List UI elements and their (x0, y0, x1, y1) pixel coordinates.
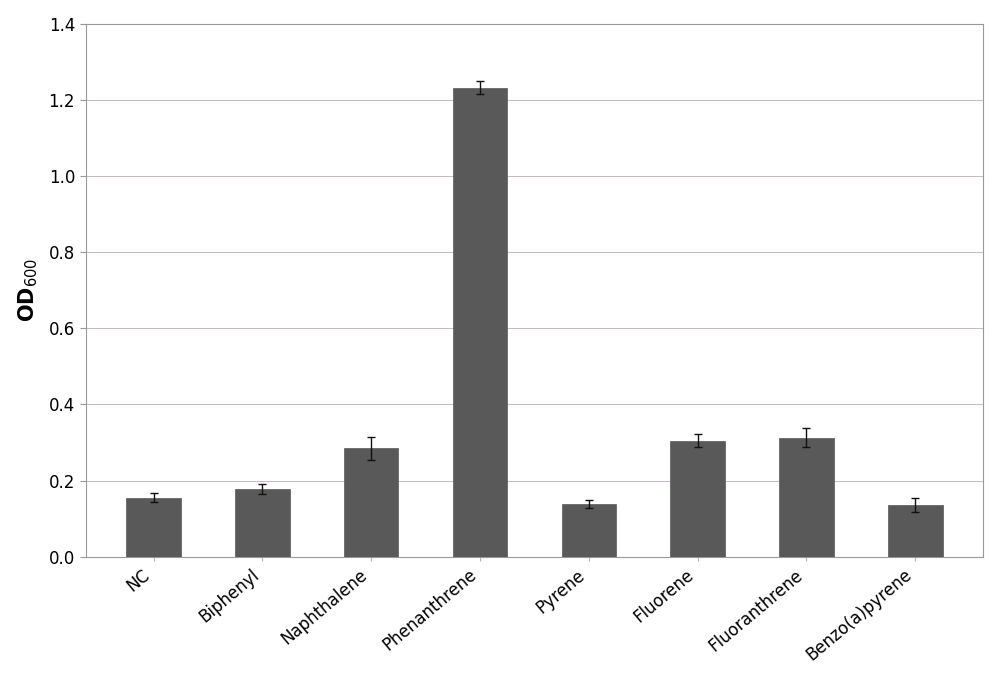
Bar (888, 505, 943, 557)
Y-axis label: OD$_{600}$: OD$_{600}$ (17, 258, 40, 322)
Bar (670, 441, 725, 557)
Bar (562, 504, 616, 557)
Bar (344, 448, 398, 557)
Bar (453, 88, 507, 557)
Bar (235, 489, 290, 557)
Bar (126, 498, 181, 557)
Bar (779, 438, 834, 557)
